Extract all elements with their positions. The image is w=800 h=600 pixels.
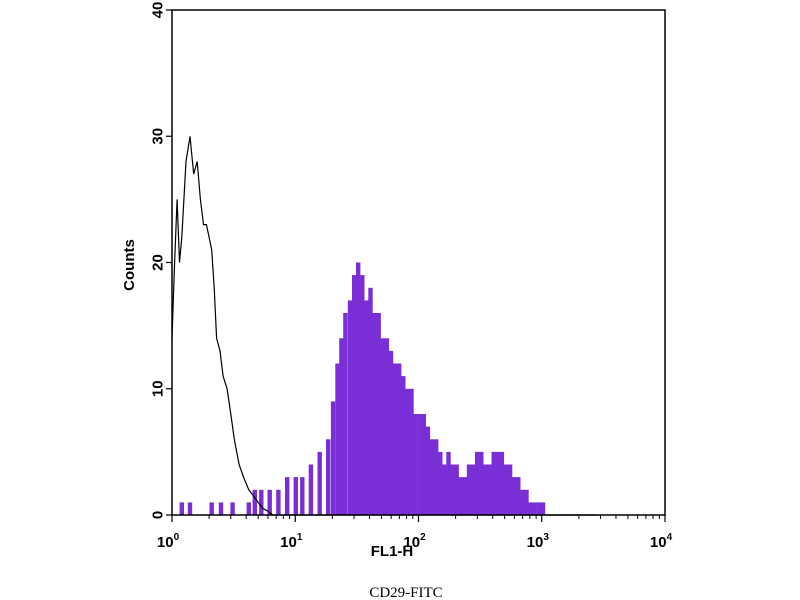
histogram-bar	[187, 502, 193, 515]
histogram-bar	[401, 376, 406, 515]
histogram-bar	[179, 502, 184, 515]
y-tick-label: 40	[150, 2, 167, 19]
histogram-bar	[475, 451, 480, 515]
y-tick-label: 30	[150, 128, 167, 145]
histogram-bar	[421, 414, 426, 515]
histogram-bar	[352, 275, 357, 515]
histogram-bar	[536, 502, 542, 515]
histogram-bar	[347, 300, 353, 515]
histogram-bar	[442, 464, 447, 515]
histogram-bar	[326, 439, 331, 516]
histogram-bar	[388, 350, 394, 515]
histogram-bar	[425, 426, 431, 515]
histogram-bar	[372, 313, 377, 515]
histogram-bar	[479, 451, 484, 515]
histogram-bar	[392, 363, 398, 515]
y-tick-label: 10	[150, 380, 167, 397]
histogram-bar	[380, 338, 385, 516]
histogram-bar	[483, 464, 488, 515]
histogram-bar	[450, 464, 455, 515]
histogram-bar	[364, 300, 369, 515]
y-tick-label: 0	[150, 511, 167, 519]
histogram-bar	[524, 489, 529, 516]
histogram-bar	[458, 477, 463, 515]
histogram-bar	[520, 489, 525, 516]
histogram-bar	[512, 477, 517, 515]
histogram-bar	[384, 338, 390, 516]
chart-caption: CD29-FITC	[369, 585, 442, 600]
histogram-bar	[540, 502, 546, 515]
histogram-bar	[528, 502, 533, 515]
histogram-bar	[276, 489, 281, 516]
histogram-bar	[308, 464, 314, 515]
plot-area	[171, 136, 597, 516]
histogram-bar	[356, 262, 361, 515]
histogram-bar	[335, 363, 340, 515]
histogram-bar	[317, 451, 322, 515]
histogram-bar	[360, 275, 365, 515]
x-tick-label: 104	[650, 532, 673, 551]
histogram-bar	[499, 451, 505, 515]
histogram-bar	[230, 502, 235, 515]
histogram-bar	[446, 451, 451, 515]
histogram-bar	[429, 439, 435, 516]
x-axis-title: FL1-H	[371, 543, 414, 560]
histogram-bar	[330, 401, 336, 515]
histogram-bar	[417, 414, 422, 515]
histogram-bar	[487, 464, 492, 515]
histogram-bar	[267, 489, 272, 516]
histogram-bar	[466, 464, 472, 515]
histogram-bar	[454, 464, 459, 515]
histogram-bar	[413, 414, 418, 515]
histogram-bar	[409, 388, 414, 516]
histogram-bar	[209, 502, 214, 515]
histogram-bar	[495, 451, 500, 515]
histogram-bar	[259, 489, 264, 516]
histogram-bar	[491, 451, 496, 515]
histogram-bar	[300, 477, 305, 515]
histogram-bar	[368, 287, 373, 516]
histogram-bar	[532, 502, 537, 515]
histogram-bar	[470, 464, 476, 515]
histogram-bar	[462, 477, 468, 515]
histogram-bar	[438, 451, 443, 515]
x-tick-label: 103	[527, 532, 550, 551]
histogram-bar	[343, 313, 348, 515]
histogram-bar	[252, 489, 257, 516]
histogram-bar	[376, 313, 381, 515]
histogram-bar	[246, 502, 251, 515]
histogram-bar	[339, 338, 344, 516]
x-tick-label: 101	[280, 532, 303, 551]
histogram-bar	[285, 477, 290, 515]
histogram-bar	[397, 363, 402, 515]
histogram-bar	[516, 477, 521, 515]
x-tick-label: 100	[157, 532, 180, 551]
histogram-bar	[507, 464, 513, 515]
histogram-bar	[218, 502, 224, 515]
y-axis-title: Counts	[121, 239, 138, 291]
histogram-bar	[434, 439, 439, 516]
histogram-bar	[503, 464, 509, 515]
histogram-bar	[405, 388, 410, 516]
y-tick-label: 20	[150, 254, 167, 271]
histogram-bar	[293, 477, 298, 515]
